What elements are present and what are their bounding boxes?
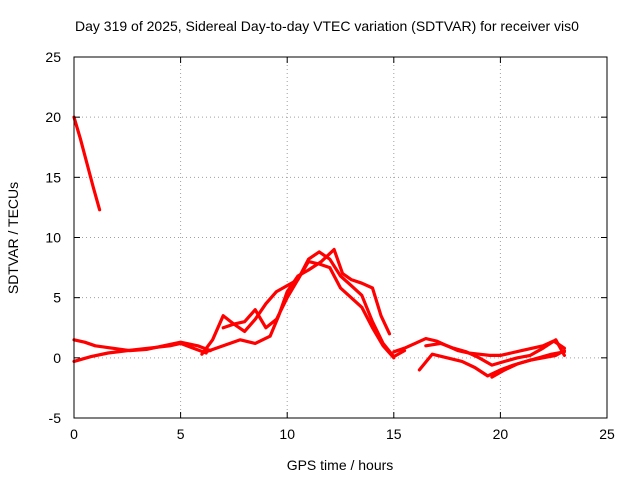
y-tick-label: 15	[45, 169, 61, 185]
series-line-sat-i	[424, 338, 567, 367]
x-tick-label: 15	[386, 426, 402, 442]
series-line-sat-f	[221, 260, 396, 360]
y-tick-label: -5	[49, 410, 62, 426]
y-axis-label: SDTVAR / TECUs	[5, 182, 21, 294]
chart-title: Day 319 of 2025, Sidereal Day-to-day VTE…	[75, 18, 579, 34]
plot-frame	[73, 56, 608, 419]
y-tick-label: 0	[53, 350, 61, 366]
series-line-sat-j	[490, 349, 567, 379]
x-tick-label: 5	[177, 426, 185, 442]
series-line-sat-a	[72, 115, 102, 212]
y-tick-label: 25	[45, 49, 61, 65]
x-axis-label: GPS time / hours	[287, 457, 394, 473]
series-line-sat-e	[204, 247, 392, 354]
series-layer	[72, 115, 567, 379]
y-tick-label: 10	[45, 230, 61, 246]
x-tick-label: 20	[493, 426, 509, 442]
x-tick-label: 10	[279, 426, 295, 442]
y-tick-label: 5	[53, 290, 61, 306]
y-tick-label: 20	[45, 109, 61, 125]
series-line-sat-c	[72, 338, 212, 353]
x-tick-label: 25	[599, 426, 615, 442]
grid	[74, 57, 607, 418]
series-line-sat-g	[392, 337, 567, 357]
x-tick-label: 0	[70, 426, 78, 442]
ticks: 0 5 10 15 20 25 -5 0 5 10 15 20 25	[45, 49, 615, 442]
